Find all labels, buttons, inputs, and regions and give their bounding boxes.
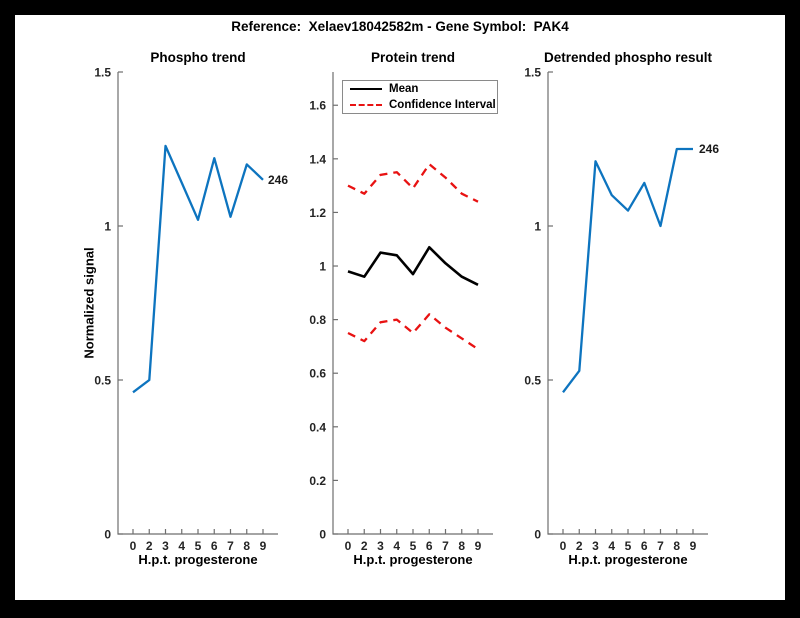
phospho-trend-x-tick-label: 7 bbox=[227, 539, 234, 553]
subplot-title-protein-trend: Protein trend bbox=[370, 50, 455, 65]
x-axis-label-phospho: H.p.t. progesterone bbox=[138, 552, 258, 567]
protein-trend-plot: 00.20.40.60.811.21.41.60 2 3 4 5 6 7 8 9 bbox=[309, 72, 493, 553]
protein-trend-y-tick-label: 1.4 bbox=[309, 152, 326, 166]
detrended-phospho-result-y-tick-label: 0.5 bbox=[524, 374, 541, 388]
protein-trend-y-tick-label: 1 bbox=[319, 260, 326, 274]
phospho-trend-x-tick-label: 5 bbox=[195, 539, 202, 553]
subplot-title-phospho-trend: Phospho trend bbox=[150, 50, 246, 65]
phospho-trend-y-tick-label: 1 bbox=[104, 220, 111, 234]
protein-trend-x-tick-label: 2 bbox=[361, 539, 368, 553]
phospho-trend-x-tick-label: 2 bbox=[146, 539, 153, 553]
x-axis-label-detrended: H.p.t. progesterone bbox=[568, 552, 688, 567]
series-end-label-detrended: 246 bbox=[699, 142, 720, 156]
phospho-trend-y-tick-label: 0.5 bbox=[94, 374, 111, 388]
phospho-trend-x-tick-label: 4 bbox=[178, 539, 185, 553]
detrended-phospho-result-y-tick-label: 1.5 bbox=[524, 66, 541, 80]
protein-trend-series-mean bbox=[347, 246, 479, 286]
detrended-phospho-result-plot: 00.511.50 2 3 4 5 6 7 8 9 bbox=[524, 66, 708, 553]
protein-trend-x-tick-label: 6 bbox=[426, 539, 433, 553]
detrended-phospho-result-y-tick-label: 0 bbox=[534, 528, 541, 542]
x-axis-label-protein: H.p.t. progesterone bbox=[353, 552, 473, 567]
protein-trend-x-tick-label: 8 bbox=[458, 539, 465, 553]
phospho-trend-y-tick-label: 1.5 bbox=[94, 66, 111, 80]
figure-title: Reference: Xelaev18042582m - Gene Symbol… bbox=[231, 19, 569, 34]
detrended-phospho-result-axes bbox=[547, 72, 708, 535]
legend-box: Mean Confidence Interval bbox=[342, 80, 498, 114]
detrended-phospho-result-x-tick-label: 2 bbox=[576, 539, 583, 553]
protein-trend-y-tick-label: 0.8 bbox=[309, 313, 326, 327]
detrended-phospho-result-x-tick-label: 8 bbox=[673, 539, 680, 553]
phospho-trend-x-tick-label: 6 bbox=[211, 539, 218, 553]
phospho-trend-series-phospho-signal bbox=[132, 144, 264, 394]
subplot-title-detrended-phospho: Detrended phospho result bbox=[543, 50, 712, 65]
phospho-trend-x-tick-label: 9 bbox=[260, 539, 267, 553]
protein-trend-x-tick-label: 5 bbox=[410, 539, 417, 553]
protein-trend-x-tick-label: 0 bbox=[345, 539, 352, 553]
protein-trend-y-tick-label: 1.2 bbox=[309, 206, 326, 220]
phospho-trend-x-tick-label: 3 bbox=[162, 539, 169, 553]
protein-trend-x-tick-label: 3 bbox=[377, 539, 384, 553]
legend-entry-confidence-interval: Confidence Interval bbox=[343, 98, 497, 112]
protein-trend-axes bbox=[332, 72, 493, 535]
detrended-phospho-result-x-tick-label: 5 bbox=[625, 539, 632, 553]
protein-trend-y-tick-label: 0 bbox=[319, 528, 326, 542]
detrended-phospho-result-x-tick-label: 6 bbox=[641, 539, 648, 553]
protein-trend-x-tick-label: 4 bbox=[393, 539, 400, 553]
phospho-trend-x-tick-label: 0 bbox=[130, 539, 137, 553]
protein-trend-series-confidence-interval-lower bbox=[347, 313, 479, 351]
confidence-interval-line-sample bbox=[350, 104, 382, 106]
detrended-phospho-result-x-tick-label: 7 bbox=[657, 539, 664, 553]
detrended-phospho-result-x-tick-label: 0 bbox=[560, 539, 567, 553]
detrended-phospho-result-series-detrended-phospho-signal bbox=[562, 147, 693, 393]
legend-label-confidence-interval: Confidence Interval bbox=[389, 99, 496, 111]
protein-trend-y-tick-label: 0.4 bbox=[309, 420, 326, 434]
detrended-phospho-result-x-tick-label: 4 bbox=[608, 539, 615, 553]
protein-trend-y-tick-label: 0.6 bbox=[309, 367, 326, 381]
y-axis-label-text: Normalized signal bbox=[81, 247, 97, 359]
phospho-trend-x-tick-label: 8 bbox=[243, 539, 250, 553]
protein-trend-x-tick-label: 7 bbox=[442, 539, 449, 553]
phospho-trend-axes bbox=[117, 72, 278, 535]
series-end-label-phospho: 246 bbox=[268, 173, 289, 187]
detrended-phospho-result-x-tick-label: 3 bbox=[592, 539, 599, 553]
protein-trend-y-tick-label: 1.6 bbox=[309, 99, 326, 113]
protein-trend-y-tick-label: 0.2 bbox=[309, 474, 326, 488]
protein-trend-series-confidence-interval-upper bbox=[347, 163, 479, 203]
detrended-phospho-result-y-tick-label: 1 bbox=[534, 220, 541, 234]
protein-trend-x-tick-label: 9 bbox=[475, 539, 482, 553]
legend-entry-mean: Mean bbox=[343, 82, 497, 96]
mean-line-sample bbox=[350, 88, 382, 90]
detrended-phospho-result-x-tick-label: 9 bbox=[690, 539, 697, 553]
phospho-trend-y-tick-label: 0 bbox=[104, 528, 111, 542]
legend-label-mean: Mean bbox=[389, 83, 419, 95]
phospho-trend-plot: 00.511.50 2 3 4 5 6 7 8 9 bbox=[94, 66, 278, 553]
